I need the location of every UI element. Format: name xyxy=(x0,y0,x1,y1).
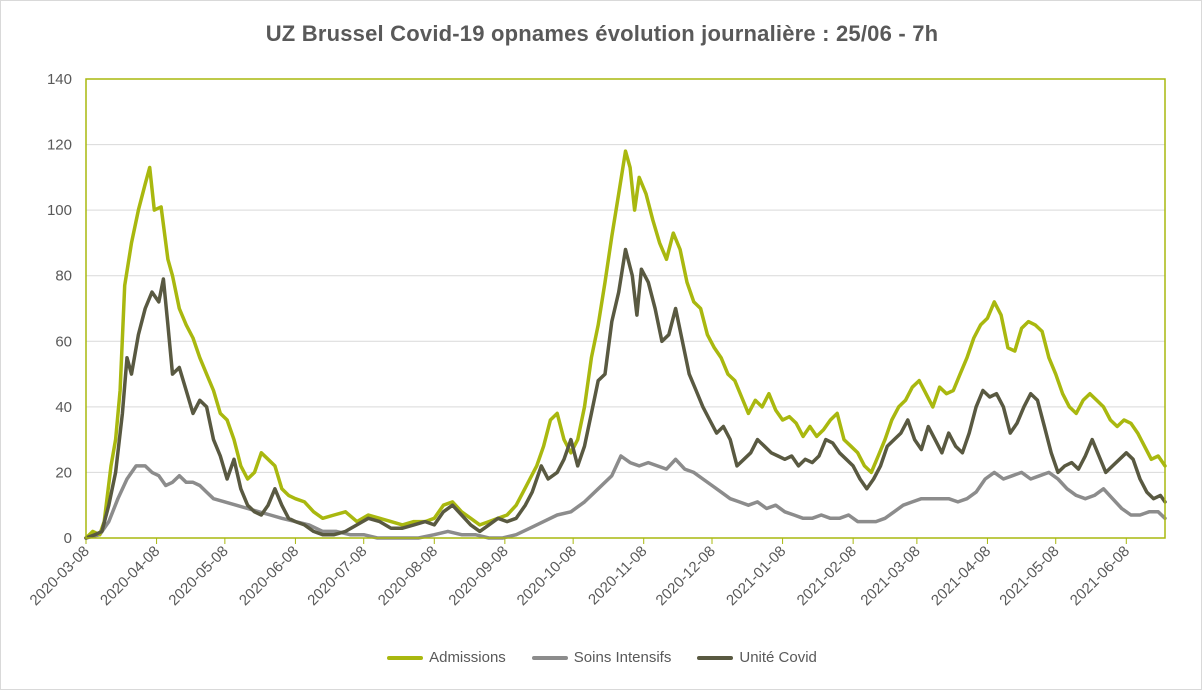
x-tick-label: 2020-08-08 xyxy=(375,543,441,609)
x-tick-label: 2020-04-08 xyxy=(97,543,163,609)
x-tick-label: 2020-12-08 xyxy=(653,543,719,609)
x-tick-label: 2020-07-08 xyxy=(304,543,370,609)
legend-swatch xyxy=(697,655,734,660)
x-tick-label: 2021-03-08 xyxy=(857,543,923,609)
y-tick-label: 60 xyxy=(55,333,72,350)
legend-item: Unité Covid xyxy=(697,649,817,666)
series-line-unit-covid xyxy=(84,247,1167,540)
y-tick-label: 80 xyxy=(55,268,72,285)
x-tick-label: 2021-06-08 xyxy=(1067,543,1133,609)
x-axis-ticks: 2020-03-08 2020-04-08 2020-05-08 2020-06-08… xyxy=(27,538,1133,609)
series-line-soins-intensifs xyxy=(84,454,1167,540)
x-tick-label: 2020-03-08 xyxy=(27,543,93,609)
x-tick-label: 2020-10-08 xyxy=(514,543,580,609)
legend-item: Admissions xyxy=(387,649,506,666)
chart-title: UZ Brussel Covid-19 opnames évolution jo… xyxy=(265,21,939,46)
y-tick-label: 120 xyxy=(47,137,72,154)
legend-label: Admissions xyxy=(429,649,506,666)
plot-border xyxy=(85,78,1166,539)
x-tick-label: 2020-06-08 xyxy=(236,543,302,609)
x-tick-label: 2021-02-08 xyxy=(794,543,860,609)
grid-lines xyxy=(86,144,1165,473)
x-tick-label: 2021-04-08 xyxy=(928,543,994,609)
series-line-admissions xyxy=(84,149,1167,540)
y-tick-label: 40 xyxy=(55,399,72,416)
y-tick-label: 140 xyxy=(47,71,72,88)
legend-label: Soins Intensifs xyxy=(573,649,672,666)
x-tick-label: 2020-09-08 xyxy=(445,543,511,609)
x-tick-label: 2021-05-08 xyxy=(996,543,1062,609)
x-tick-label: 2020-11-08 xyxy=(585,543,650,608)
y-tick-label: 20 xyxy=(55,464,72,481)
legend-swatch xyxy=(531,655,568,660)
x-tick-label: 2021-01-08 xyxy=(723,543,789,609)
legend: Admissions Soins Intensifs Unité Covid xyxy=(1,649,1202,666)
x-tick-label: 2020-05-08 xyxy=(165,543,231,609)
legend-item: Soins Intensifs xyxy=(531,649,672,666)
y-tick-label: 100 xyxy=(47,202,72,219)
series-lines xyxy=(84,149,1167,540)
legend-label: Unité Covid xyxy=(739,649,817,666)
y-axis-ticks: 0 20 40 60 80 100 120 140 xyxy=(47,71,72,547)
y-tick-label: 0 xyxy=(64,530,72,547)
legend-swatch xyxy=(387,655,424,660)
